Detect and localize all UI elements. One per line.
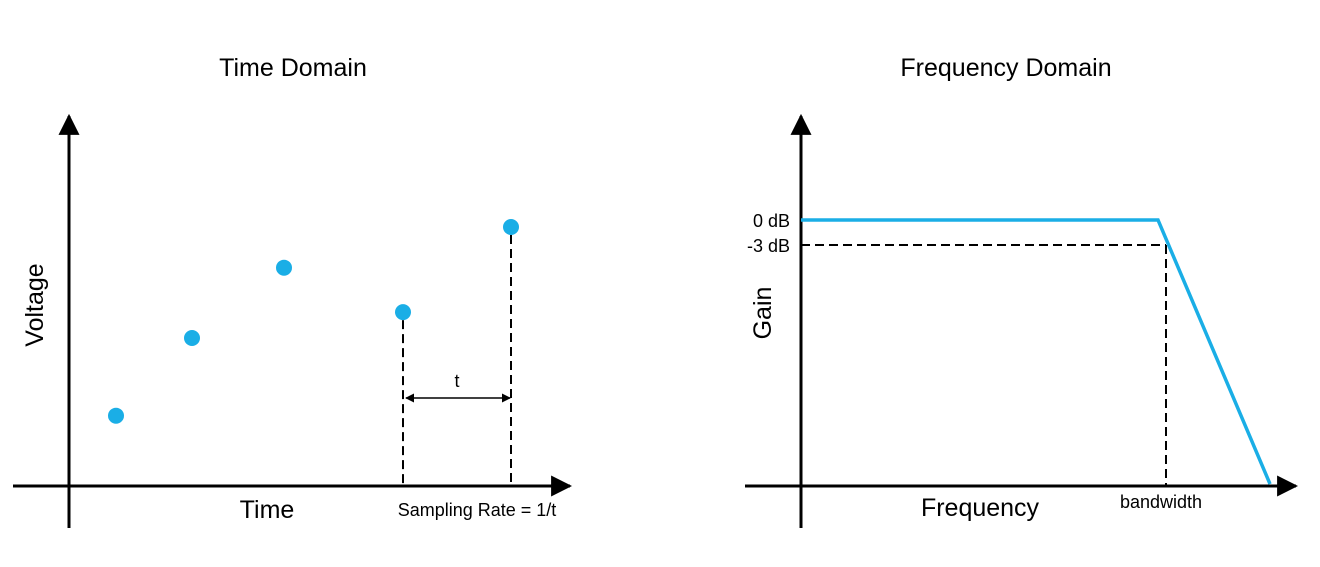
interval-label: t — [454, 371, 459, 391]
freq-y-axis-label: Gain — [749, 287, 777, 340]
sampling-rate-label: Sampling Rate = 1/t — [398, 500, 557, 520]
time-x-axis-label: Time — [240, 496, 295, 524]
zero-db-label: 0 dB — [753, 211, 790, 231]
sample-points — [108, 219, 519, 424]
frequency-domain-title: Frequency Domain — [900, 54, 1111, 82]
time-domain-title: Time Domain — [219, 54, 367, 82]
bandwidth-label: bandwidth — [1120, 492, 1202, 512]
minus-3db-label: -3 dB — [747, 236, 790, 256]
time-y-axis-label: Voltage — [21, 263, 49, 346]
time-domain-panel: Time Domain Voltage Time t Sampling Rate… — [13, 54, 573, 528]
freq-x-axis-label: Frequency — [921, 494, 1040, 522]
sample-point — [276, 259, 292, 276]
sample-point — [395, 304, 411, 321]
frequency-domain-panel: Frequency Domain Gain Frequency 0 dB -3 … — [745, 54, 1299, 528]
sample-point — [184, 330, 200, 346]
gain-curve — [801, 218, 1272, 485]
sample-guides — [402, 235, 512, 486]
sample-point — [503, 219, 519, 235]
sample-point — [108, 407, 124, 424]
